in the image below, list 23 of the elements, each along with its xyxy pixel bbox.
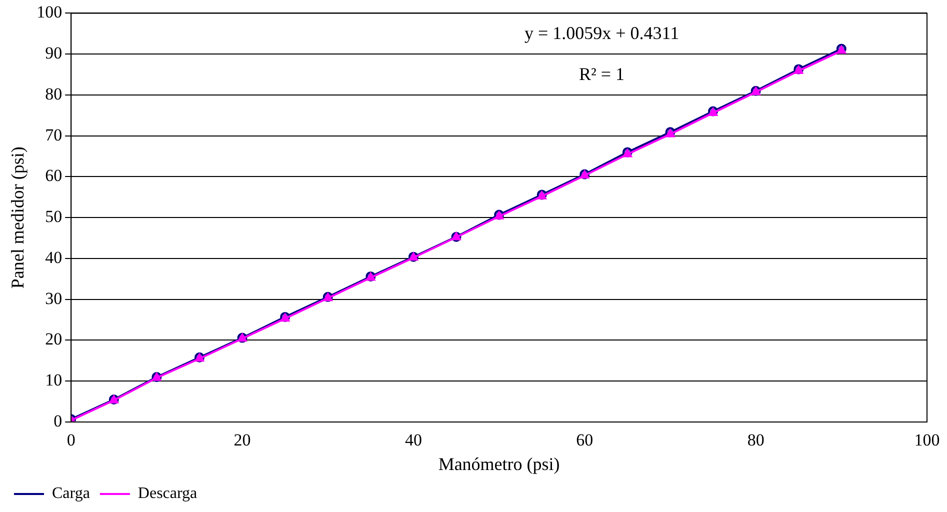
x-tick-label: 20 [234, 430, 251, 450]
y-tick-label: 10 [45, 370, 62, 390]
legend-label: Descarga [138, 485, 198, 502]
x-tick-label: 60 [576, 430, 594, 450]
x-tick-label: 100 [914, 430, 940, 450]
y-tick-label: 0 [54, 411, 62, 430]
y-tick-label: 80 [45, 84, 62, 104]
x-tick-label: 0 [66, 430, 76, 450]
x-tick-label: 80 [747, 430, 764, 450]
y-tick-label: 100 [36, 2, 62, 22]
y-tick-label: 60 [45, 166, 62, 186]
y-tick-label: 70 [45, 125, 62, 144]
legend-label: Carga [52, 485, 90, 502]
y-tick-label: 50 [45, 207, 62, 226]
annotation: y = 1.0059x + 0.4311 [524, 23, 680, 44]
x-axis-title: Manómetro (psi) [438, 454, 560, 474]
y-tick-label: 90 [45, 44, 62, 63]
y-tick-label: 20 [45, 330, 62, 349]
annotation: R² = 1 [578, 64, 625, 84]
x-tick-label: 40 [404, 430, 422, 450]
y-tick-label: 30 [45, 288, 62, 308]
y-axis-title: Panel medidor (psi) [8, 146, 28, 289]
y-tick-label: 40 [45, 248, 62, 267]
